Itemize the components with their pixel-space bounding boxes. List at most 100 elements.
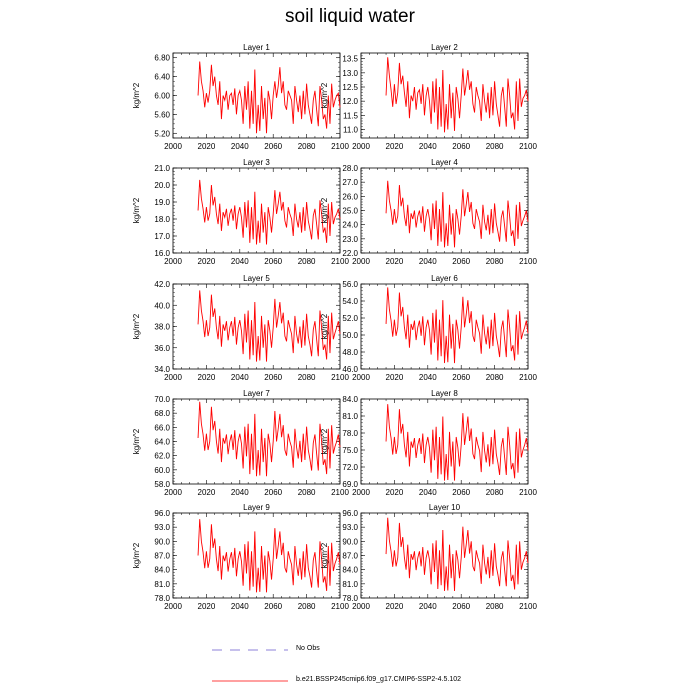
series-line — [385, 180, 529, 248]
panel-title: Layer 4 — [431, 158, 458, 167]
y-tick-label: 78.0 — [154, 594, 170, 603]
x-tick-label: 2060 — [452, 142, 470, 151]
y-tick-label: 54.0 — [342, 297, 358, 306]
x-tick-label: 2020 — [198, 602, 216, 611]
y-tick-label: 84.0 — [154, 566, 170, 575]
y-axis-label: kg/m^2 — [320, 313, 329, 339]
page-title: soil liquid water — [285, 6, 415, 27]
legend-model-line — [212, 680, 288, 682]
x-tick-label: 2080 — [298, 488, 316, 497]
x-tick-label: 2100 — [519, 488, 537, 497]
y-tick-label: 23.0 — [342, 235, 358, 244]
y-tick-label: 68.0 — [154, 409, 170, 418]
x-tick-label: 2020 — [386, 373, 404, 382]
y-axis-label: kg/m^2 — [320, 428, 329, 454]
x-tick-label: 2040 — [419, 602, 437, 611]
y-tick-label: 19.0 — [154, 198, 170, 207]
panel-title: Layer 8 — [431, 389, 458, 398]
x-tick-label: 2100 — [331, 602, 349, 611]
legend-no-obs-label: No Obs — [296, 645, 320, 652]
y-tick-label: 75.0 — [342, 446, 358, 455]
y-tick-label: 27.0 — [342, 178, 358, 187]
y-tick-label: 13.5 — [342, 55, 358, 64]
y-tick-label: 20.0 — [154, 181, 170, 190]
x-tick-label: 2020 — [386, 257, 404, 266]
y-tick-label: 52.0 — [342, 314, 358, 323]
series-line — [385, 404, 529, 481]
series-line — [385, 287, 529, 364]
y-tick-label: 6.40 — [154, 73, 170, 82]
x-tick-label: 2060 — [264, 257, 282, 266]
y-tick-label: 6.80 — [154, 54, 170, 63]
y-tick-label: 70.0 — [154, 395, 170, 404]
x-tick-label: 2020 — [198, 373, 216, 382]
x-tick-label: 2000 — [164, 142, 182, 151]
y-tick-label: 78.0 — [342, 594, 358, 603]
series-line — [197, 179, 341, 245]
y-tick-label: 69.0 — [342, 480, 358, 489]
y-axis-label: kg/m^2 — [132, 428, 141, 454]
x-tick-label: 2080 — [486, 257, 504, 266]
y-tick-label: 87.0 — [154, 552, 170, 561]
x-tick-label: 2100 — [331, 142, 349, 151]
x-tick-label: 2060 — [264, 373, 282, 382]
y-tick-label: 11.5 — [343, 111, 359, 120]
x-tick-label: 2040 — [231, 257, 249, 266]
y-tick-label: 13.0 — [342, 69, 358, 78]
x-tick-label: 2100 — [519, 257, 537, 266]
series-line — [197, 401, 341, 477]
y-tick-label: 17.0 — [154, 232, 170, 241]
x-tick-label: 2040 — [419, 142, 437, 151]
y-tick-label: 81.0 — [342, 580, 358, 589]
x-tick-label: 2000 — [164, 488, 182, 497]
y-tick-label: 26.0 — [342, 192, 358, 201]
x-tick-label: 2100 — [331, 488, 349, 497]
y-tick-label: 84.0 — [342, 566, 358, 575]
x-tick-label: 2000 — [352, 488, 370, 497]
legend-model-label: b.e21.BSSP245cmip6.f09_g17.CMIP6-SSP2-4.… — [296, 676, 461, 683]
y-tick-label: 5.60 — [154, 110, 170, 119]
x-tick-label: 2080 — [486, 602, 504, 611]
y-tick-label: 46.0 — [342, 365, 358, 374]
y-tick-label: 12.5 — [342, 83, 358, 92]
y-tick-label: 24.0 — [342, 221, 358, 230]
panel-title: Layer 10 — [429, 503, 461, 512]
y-tick-label: 21.0 — [154, 164, 170, 173]
y-tick-label: 96.0 — [342, 509, 358, 518]
y-tick-label: 34.0 — [154, 365, 170, 374]
y-tick-label: 84.0 — [342, 395, 358, 404]
y-tick-label: 81.0 — [154, 580, 170, 589]
x-tick-label: 2040 — [231, 488, 249, 497]
y-tick-label: 72.0 — [342, 463, 358, 472]
x-tick-label: 2020 — [386, 488, 404, 497]
series-line — [197, 519, 341, 593]
x-tick-label: 2100 — [519, 373, 537, 382]
y-axis-label: kg/m^2 — [132, 542, 141, 568]
panel-title: Layer 1 — [243, 43, 270, 52]
x-tick-label: 2100 — [519, 142, 537, 151]
legend-no-obs-line — [212, 649, 288, 651]
y-tick-label: 28.0 — [342, 164, 358, 173]
x-tick-label: 2000 — [352, 602, 370, 611]
x-tick-label: 2100 — [331, 373, 349, 382]
x-tick-label: 2000 — [164, 257, 182, 266]
y-axis-label: kg/m^2 — [132, 313, 141, 339]
x-tick-label: 2040 — [231, 373, 249, 382]
x-tick-label: 2000 — [164, 602, 182, 611]
x-tick-label: 2040 — [419, 488, 437, 497]
y-tick-label: 25.0 — [342, 207, 358, 216]
y-tick-label: 12.0 — [342, 97, 358, 106]
y-tick-label: 62.0 — [154, 452, 170, 461]
x-tick-label: 2080 — [486, 373, 504, 382]
x-tick-label: 2020 — [198, 142, 216, 151]
x-tick-label: 2060 — [264, 142, 282, 151]
y-tick-label: 78.0 — [342, 429, 358, 438]
y-axis-label: kg/m^2 — [320, 542, 329, 568]
series-line — [385, 517, 529, 591]
y-tick-label: 96.0 — [154, 509, 170, 518]
panel-title: Layer 3 — [243, 158, 270, 167]
y-tick-label: 58.0 — [154, 480, 170, 489]
x-tick-label: 2040 — [419, 373, 437, 382]
y-tick-label: 87.0 — [342, 552, 358, 561]
